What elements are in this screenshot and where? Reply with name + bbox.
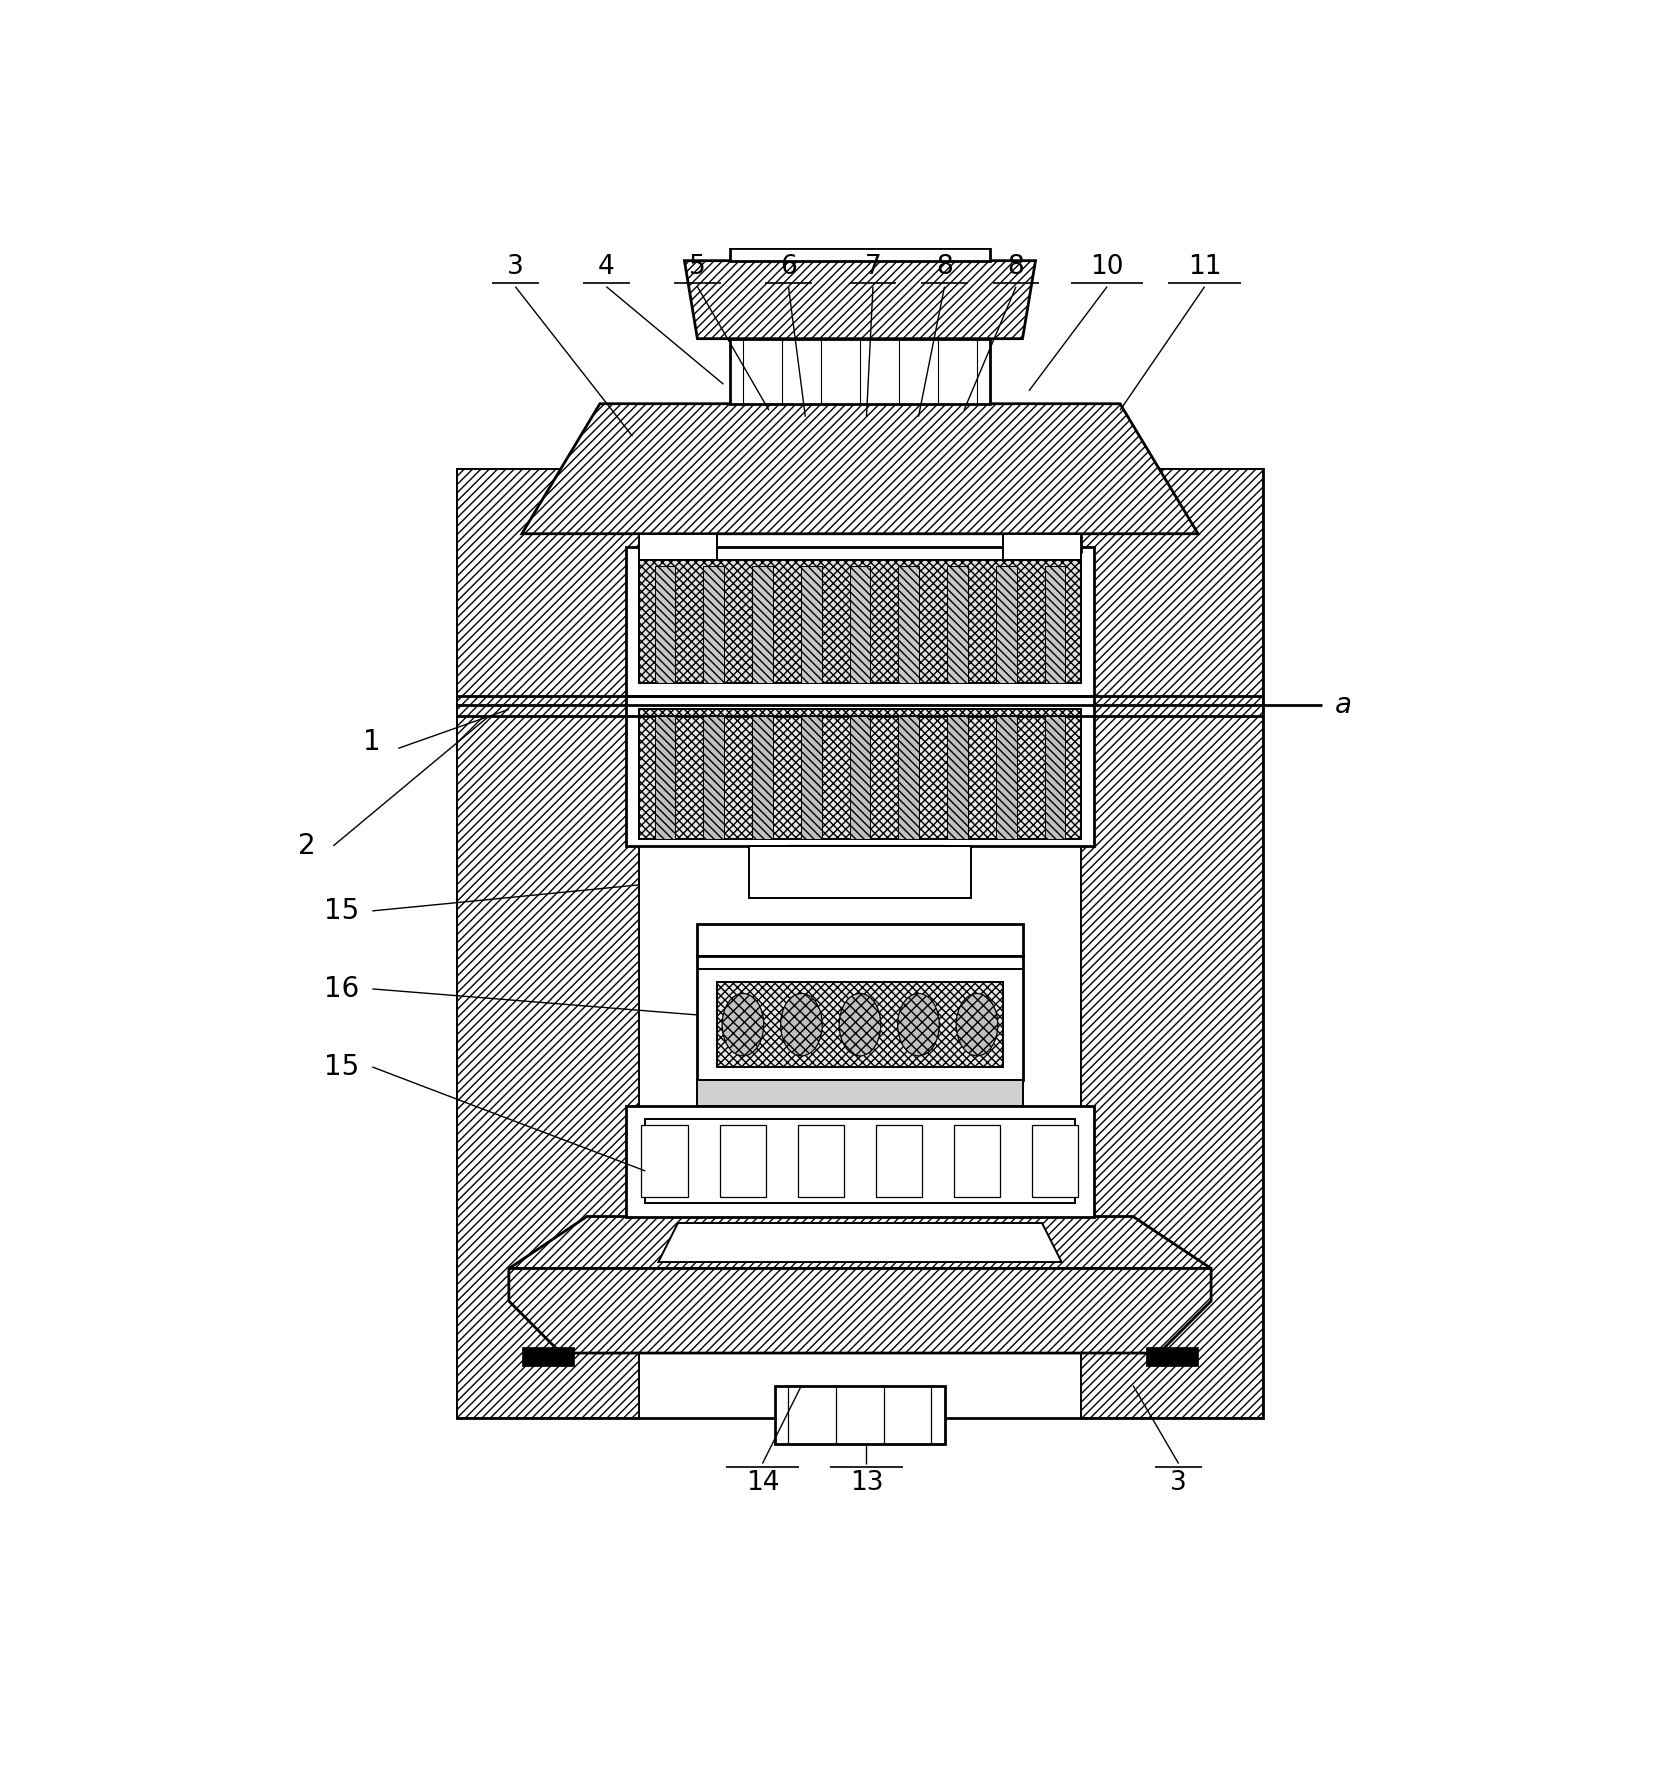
Polygon shape [522,404,1198,533]
Ellipse shape [839,994,881,1056]
Bar [876,1125,923,1197]
Text: 15: 15 [324,1053,359,1081]
Text: a: a [1334,692,1352,720]
Text: 2: 2 [299,832,315,861]
Bar [1003,533,1081,560]
Bar [800,565,822,683]
Text: 7: 7 [864,254,881,281]
Ellipse shape [956,994,998,1056]
Polygon shape [658,1223,1062,1262]
Bar [797,1125,844,1197]
Bar [626,697,1094,846]
Bar [1032,1125,1079,1197]
Bar [752,565,774,683]
Bar [953,1125,1000,1197]
Bar [1045,565,1066,683]
Polygon shape [508,1216,1212,1268]
Bar [639,560,1081,683]
Bar [720,1125,767,1197]
Bar [654,717,675,839]
Text: 14: 14 [745,1470,779,1495]
Bar [639,533,717,560]
Polygon shape [1081,469,1264,1419]
Text: 11: 11 [1188,254,1222,281]
Bar [641,1125,688,1197]
Polygon shape [456,469,639,1419]
Bar [703,717,725,839]
Text: 3: 3 [1170,1470,1186,1495]
Bar [752,717,774,839]
Bar [626,1106,1094,1216]
Bar [698,925,1022,957]
Bar [730,338,990,404]
Bar [775,1385,945,1444]
Bar [849,717,871,839]
Text: 16: 16 [324,974,359,1003]
Text: 13: 13 [849,1470,883,1495]
Ellipse shape [722,994,763,1056]
Text: 4: 4 [597,254,614,281]
Bar [1146,1346,1198,1366]
Bar [639,709,1081,839]
Bar [646,1118,1074,1204]
Bar [750,846,970,898]
Text: 5: 5 [690,254,706,281]
Bar [946,565,968,683]
Bar [898,565,920,683]
Bar [1045,717,1066,839]
Bar [717,983,1003,1067]
Polygon shape [762,846,970,878]
Bar [522,1346,574,1366]
Ellipse shape [898,994,940,1056]
Polygon shape [508,1268,1212,1353]
Text: 1: 1 [364,727,381,756]
Bar [995,717,1017,839]
Bar [626,548,1094,697]
Bar [698,1079,1022,1106]
Bar [995,565,1017,683]
Text: 8: 8 [1008,254,1024,281]
Bar [703,565,725,683]
Bar [654,565,675,683]
Bar [730,247,990,261]
Text: 15: 15 [324,896,359,925]
Bar [800,717,822,839]
Text: 6: 6 [780,254,797,281]
Bar [698,957,1022,1079]
Bar [456,469,1264,1419]
Bar [849,565,871,683]
Bar [946,717,968,839]
Text: 8: 8 [936,254,953,281]
Text: 3: 3 [507,254,524,281]
Bar [898,717,920,839]
Text: 10: 10 [1091,254,1124,281]
Ellipse shape [780,994,822,1056]
Polygon shape [685,261,1035,338]
